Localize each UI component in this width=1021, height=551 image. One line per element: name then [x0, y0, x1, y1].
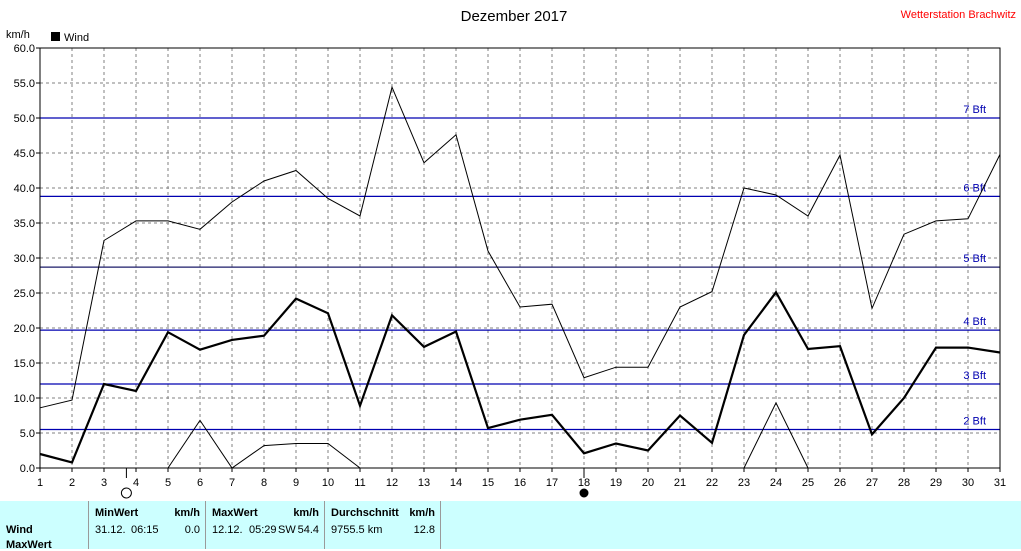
y-tick-label: 15.0	[14, 358, 35, 370]
y-tick-label: 45.0	[14, 148, 35, 160]
x-tick-label: 1	[37, 477, 43, 489]
x-tick-label: 21	[674, 477, 686, 489]
avg-header: Durchschnitt	[331, 507, 399, 519]
x-tick-label: 19	[610, 477, 622, 489]
x-tick-label: 4	[133, 477, 139, 489]
row-label-wind: Wind	[6, 524, 33, 536]
max-header: MaxWert	[212, 507, 258, 519]
wind-chart: Dezember 2017 Wetterstation Brachwitz km…	[6, 8, 1016, 499]
row-labels: Wind MaxWert	[0, 501, 88, 551]
x-tick-label: 11	[354, 477, 365, 489]
beaufort-label: 5 Bft	[963, 253, 986, 265]
x-tick-label: 9	[293, 477, 299, 489]
beaufort-label: 4 Bft	[963, 316, 986, 328]
max-time: 05:29	[249, 524, 277, 536]
x-tick-label: 5	[165, 477, 171, 489]
beaufort-label: 7 Bft	[963, 104, 986, 116]
x-tick-label: 14	[450, 477, 462, 489]
x-tick-label: 29	[930, 477, 942, 489]
min-header: MinWert	[95, 507, 139, 519]
x-tick-label: 8	[261, 477, 267, 489]
x-tick-label: 25	[802, 477, 814, 489]
row-label-maxwert: MaxWert	[6, 539, 52, 551]
x-tick-label: 12	[386, 477, 398, 489]
x-tick-label: 6	[197, 477, 203, 489]
x-tick-label: 23	[738, 477, 750, 489]
x-tick-label: 28	[898, 477, 910, 489]
full-moon-icon	[120, 487, 132, 499]
beaufort-label: 3 Bft	[963, 370, 986, 382]
avg-total-distance: 9755.5 km	[331, 524, 383, 536]
y-tick-label: 50.0	[14, 113, 35, 125]
x-tick-label: 22	[706, 477, 718, 489]
x-tick-label: 13	[418, 477, 430, 489]
series-line-max	[39, 85, 1001, 409]
x-tick-label: 31	[994, 477, 1006, 489]
series-line-min	[743, 401, 809, 469]
max-value-cell: MaxWert km/h 12.12. 05:29 SW 54.4	[205, 501, 324, 549]
min-value-cell: MinWert km/h 31.12. 06:15 0.0	[88, 501, 205, 549]
min-time: 06:15	[131, 524, 159, 536]
y-tick-label: 35.0	[14, 218, 35, 230]
min-value: 0.0	[184, 524, 200, 536]
legend-label-wind: Wind	[64, 32, 89, 44]
x-tick-label: 2	[69, 477, 75, 489]
x-tick-label: 7	[229, 477, 235, 489]
y-tick-label: 60.0	[14, 43, 35, 55]
x-tick-label: 3	[101, 477, 107, 489]
chart-title: Dezember 2017	[461, 8, 568, 25]
max-unit: km/h	[293, 507, 319, 519]
y-tick-label: 55.0	[14, 78, 35, 90]
y-tick-label: 10.0	[14, 393, 35, 405]
x-tick-label: 27	[866, 477, 878, 489]
x-tick-label: 20	[642, 477, 654, 489]
average-cell: Durchschnitt km/h 9755.5 km 12.8	[324, 501, 441, 549]
avg-unit: km/h	[409, 507, 435, 519]
station-name: Wetterstation Brachwitz	[901, 9, 1016, 21]
max-date: 12.12.	[212, 524, 243, 536]
min-date: 31.12.	[95, 524, 126, 536]
y-tick-label: 5.0	[20, 428, 35, 440]
y-tick-label: 40.0	[14, 183, 35, 195]
y-tick-label: 25.0	[14, 288, 35, 300]
avg-value: 12.8	[413, 524, 435, 536]
y-tick-label: 20.0	[14, 323, 35, 335]
max-value: 54.4	[297, 524, 319, 536]
y-axis-unit: km/h	[6, 29, 30, 41]
x-tick-label: 17	[546, 477, 558, 489]
summary-panel: Wind MaxWert MinWert km/h 31.12. 06:15 0…	[0, 501, 1021, 551]
beaufort-label: 2 Bft	[963, 416, 986, 428]
series-line-wind	[39, 290, 1001, 464]
x-tick-label: 26	[834, 477, 846, 489]
beaufort-label: 6 Bft	[963, 182, 986, 194]
x-tick-label: 30	[962, 477, 974, 489]
y-tick-label: 0.0	[20, 463, 35, 475]
x-tick-label: 15	[482, 477, 494, 489]
min-unit: km/h	[174, 507, 200, 519]
y-tick-label: 30.0	[14, 253, 35, 265]
series-line-min	[167, 419, 361, 469]
max-direction: SW	[278, 524, 296, 536]
x-tick-label: 10	[322, 477, 334, 489]
x-tick-label: 18	[578, 477, 590, 489]
legend-swatch-wind	[51, 32, 60, 41]
x-tick-label: 16	[514, 477, 526, 489]
x-tick-label: 24	[770, 477, 782, 489]
new-moon-icon	[579, 488, 589, 498]
